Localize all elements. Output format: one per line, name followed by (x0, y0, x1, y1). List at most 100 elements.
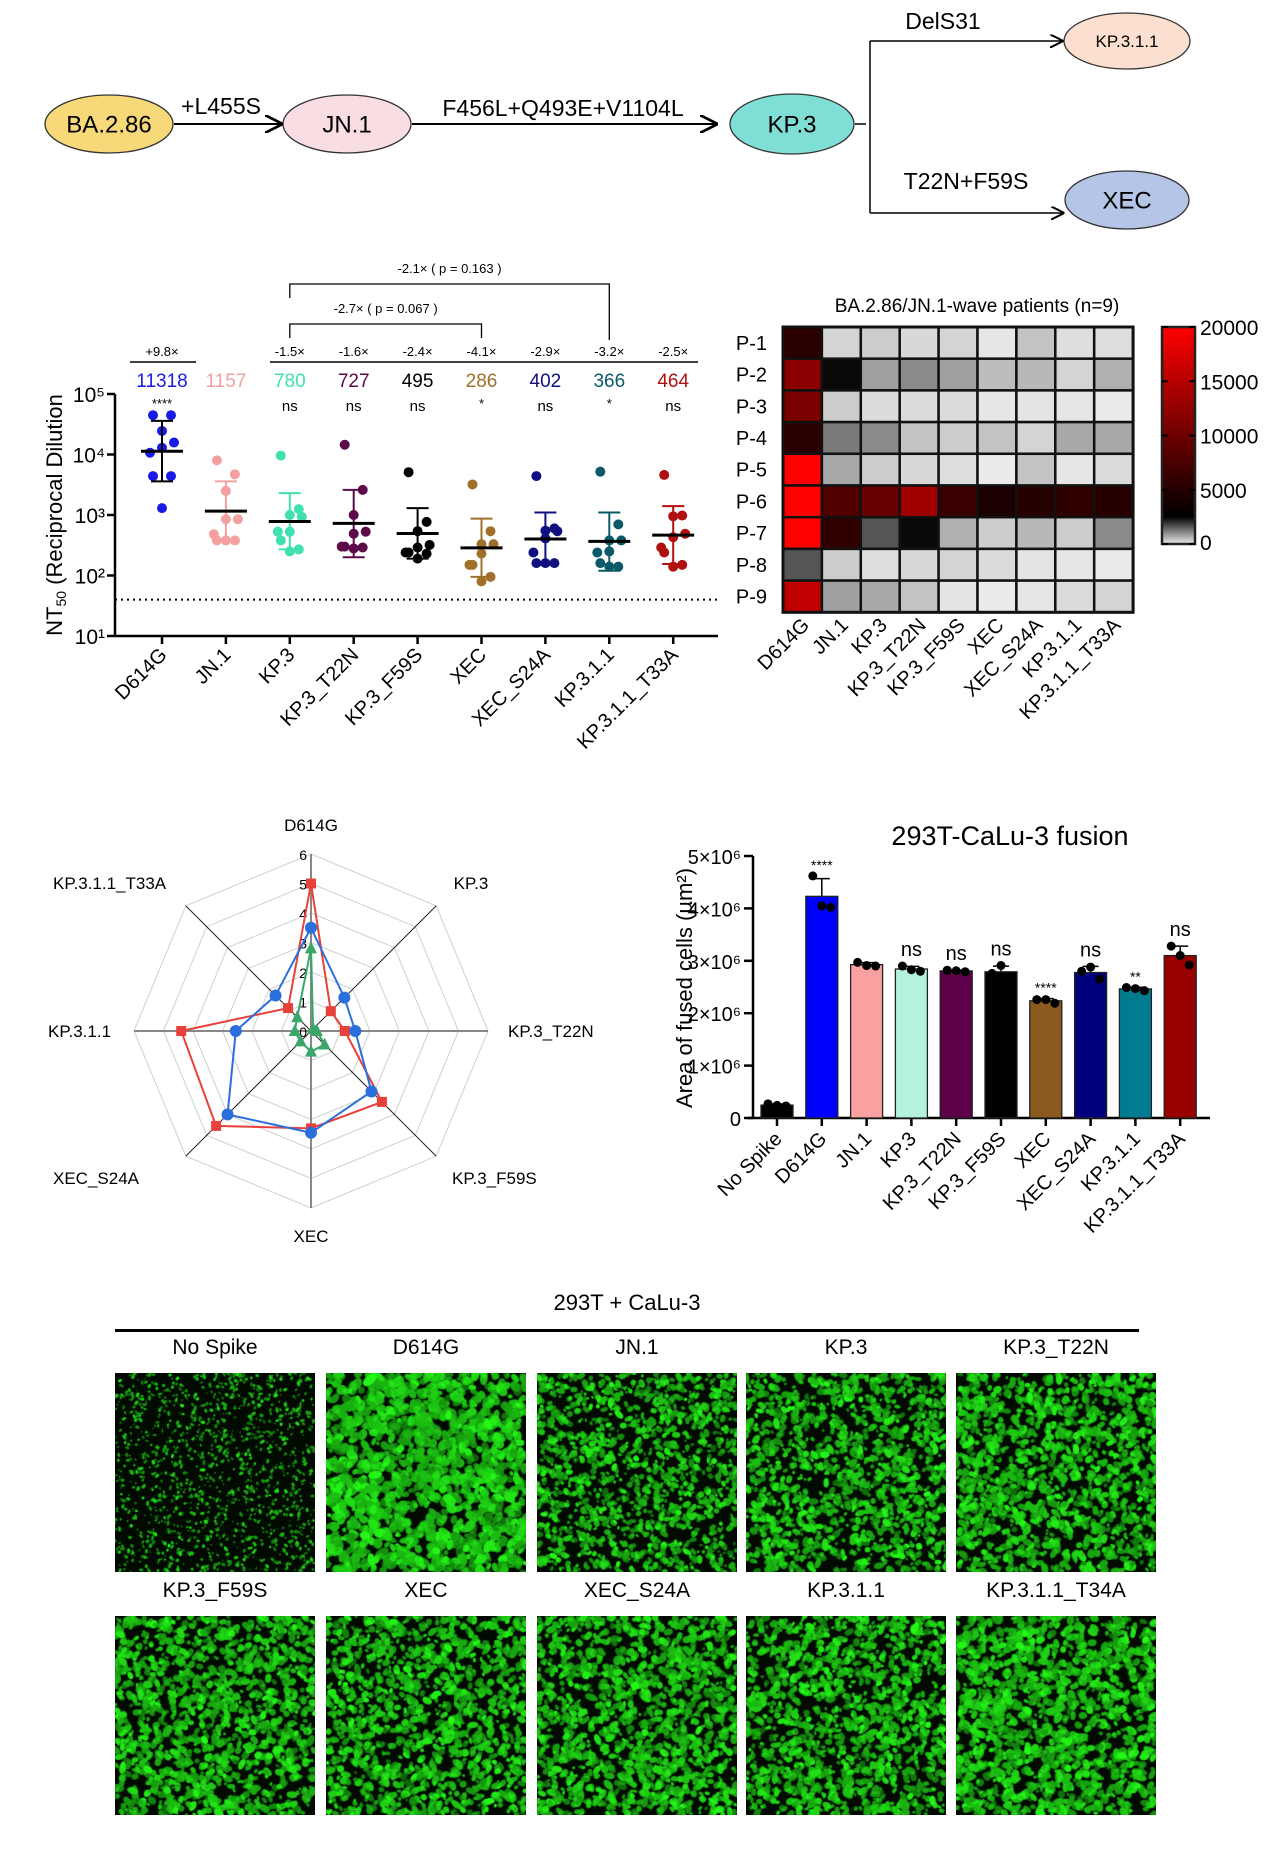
heatmap-cell (898, 420, 940, 456)
bar-replicate-point (897, 961, 907, 971)
radar-axis-label: XEC_S24A (53, 1169, 140, 1188)
heatmap-cell (898, 547, 940, 582)
y-tick-label: 10¹ (75, 626, 105, 649)
data-point (659, 547, 670, 558)
micrograph-label: KP.3.1.1 (807, 1579, 885, 1602)
radar-point (339, 1026, 350, 1036)
y-tick-label: 10⁴ (73, 445, 105, 468)
gmt-label: 780 (274, 371, 306, 392)
heatmap-cell (859, 579, 901, 614)
radar-point (306, 878, 316, 889)
data-point (169, 437, 179, 448)
heatmap-cell (976, 547, 1018, 582)
bar-replicate-point (763, 1099, 773, 1109)
lineage-node: KP.3 (729, 93, 855, 155)
fold-change-label: -2.4× (403, 344, 433, 359)
heatmap-cell (781, 547, 824, 582)
bar-y-tick-label: 4×10⁶ (688, 899, 741, 921)
radar-tick-label: 4 (299, 906, 307, 922)
bar-replicate-point (871, 961, 881, 971)
heatmap-row-label: P-2 (736, 365, 767, 387)
data-point (275, 450, 286, 461)
micrograph-image (326, 1373, 526, 1572)
bar (1029, 1000, 1063, 1119)
radar-tick-label: 5 (299, 877, 307, 893)
radar-point (305, 921, 317, 934)
micrograph-image (746, 1616, 946, 1815)
x-tick-label: JN.1 (191, 644, 236, 689)
significance-label: ns (346, 398, 362, 415)
bar-replicate-point (817, 901, 827, 911)
radar-point (338, 991, 351, 1004)
data-point (531, 558, 542, 569)
bar-replicate-point (1050, 998, 1060, 1008)
heatmap-cell (820, 357, 863, 392)
data-point (421, 548, 432, 559)
heatmap-cell (781, 389, 824, 424)
bar-replicate-point (1166, 941, 1176, 951)
bar-replicate-point (1041, 995, 1051, 1005)
heatmap-cell (1054, 357, 1096, 392)
bar-significance-label: ns (1080, 939, 1101, 961)
heatmap-cell (1054, 420, 1096, 456)
data-point (549, 558, 560, 569)
gmt-label: 464 (657, 371, 689, 392)
gmt-label: 495 (402, 371, 434, 392)
lineage-node-label: XEC (1102, 188, 1151, 215)
gmt-label: 402 (530, 371, 562, 392)
colorbar-tick-label: 20000 (1200, 317, 1258, 340)
heatmap-cell (898, 579, 940, 614)
bar-significance-label: ns (990, 939, 1011, 961)
micrograph-image (956, 1616, 1156, 1815)
significance-label: ns (410, 398, 426, 415)
heatmap-row-label: P-9 (736, 586, 767, 608)
fold-change-label: +9.8× (145, 344, 178, 359)
bar-replicate-point (1139, 986, 1149, 996)
heatmap-cell (976, 357, 1018, 392)
heatmap-cell (1054, 325, 1096, 360)
heatmap-cell (1092, 357, 1135, 392)
data-point (467, 559, 478, 570)
bar (1118, 988, 1153, 1119)
data-point (677, 510, 688, 521)
heatmap-cell (859, 452, 901, 487)
x-tick-label: KP.3 (255, 644, 299, 688)
heatmap-cell (898, 389, 940, 424)
data-point (275, 535, 286, 546)
lineage-node: KP.3.1.1 (1063, 12, 1191, 70)
bar-replicate-point (1175, 951, 1185, 961)
micrograph-image (537, 1616, 737, 1815)
radar-tick-label: 2 (299, 965, 307, 981)
heatmap-cell (976, 420, 1018, 456)
data-point (272, 526, 283, 537)
bar-replicate-point (1121, 983, 1131, 993)
bar-group: JN.1 (831, 957, 884, 1173)
gmt-label: 1157 (205, 371, 246, 392)
bar-y-tick-label: 2×10⁶ (688, 1004, 741, 1026)
bar (939, 970, 973, 1119)
heatmap-cell (1092, 452, 1135, 487)
radar-point (318, 1037, 331, 1050)
heatmap-cell (1092, 547, 1135, 582)
fold-change-label: -3.2× (594, 344, 624, 359)
bar-replicate-point (1077, 966, 1087, 976)
significance-label: ns (537, 398, 553, 415)
radar-axis-label: KP.3_F59S (452, 1169, 537, 1188)
data-point (148, 410, 158, 421)
radar-series-line (179, 883, 384, 1130)
data-point (166, 410, 176, 421)
bar-replicate-point (853, 957, 863, 967)
data-point (485, 526, 496, 537)
heatmap-cell (820, 547, 863, 582)
data-point (467, 479, 478, 490)
radar-point (325, 1006, 336, 1017)
micrograph-image (115, 1373, 315, 1572)
y-axis-title: NT50 (Reciprocal Dilution (42, 394, 69, 636)
heatmap-column-label: D614G (754, 614, 814, 674)
heatmap-cell (781, 325, 824, 360)
bar-replicate-point (808, 871, 818, 881)
heatmap-cell (937, 547, 979, 582)
heatmap-cell (937, 579, 979, 614)
